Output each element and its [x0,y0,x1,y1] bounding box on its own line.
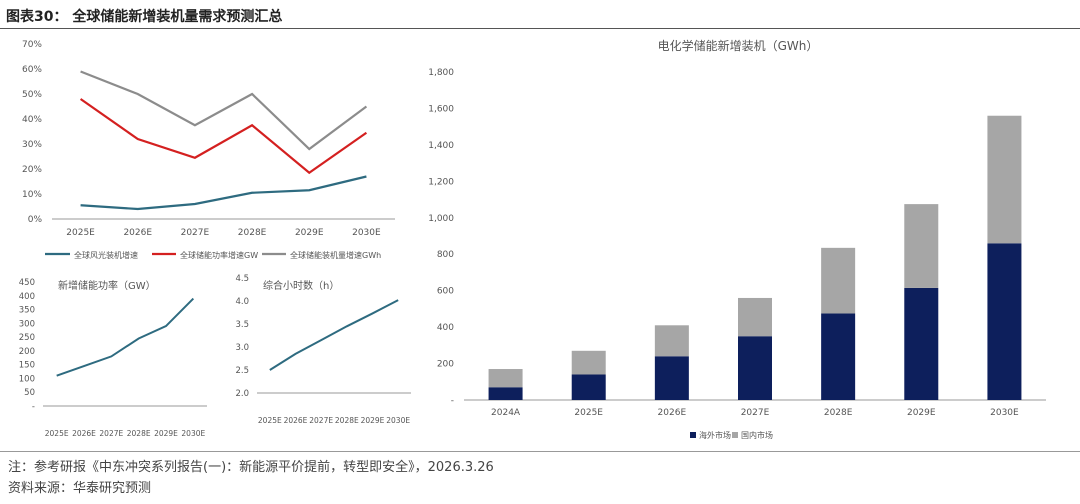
small-chart-x-tick-label: 2030E [181,429,205,438]
legend-domestic-label: 国内市场 [741,430,773,440]
storage-power-chart-title: 新增储能功率（GW） [58,279,156,292]
small-chart-y-tick-label: 4.5 [235,274,249,284]
growth-y-tick-label: 30% [22,140,42,150]
small-chart-x-tick-label: 2029E [361,416,385,425]
bar-y-tick-label: - [451,396,454,406]
small-chart-x-tick-label: 2027E [309,416,333,425]
small-chart-y-tick-label: 150 [19,361,35,371]
small-chart-y-tick-label: 400 [19,292,35,302]
growth-x-tick-label: 2029E [295,228,324,238]
bar-x-tick-label: 2030E [990,408,1019,418]
title-divider [0,28,1080,29]
footer-divider [0,451,1080,452]
bar-y-tick-label: 200 [437,360,454,370]
small-chart-y-tick-label: 4.0 [235,297,249,307]
growth-chart-legend-storage-gwh: 全球储能装机量增速GWh [290,250,381,260]
growth-x-tick-label: 2028E [238,228,267,238]
growth-chart-legend-storage-gw: 全球储能功率增速GW [180,250,258,260]
bar-segment-overseas [821,313,856,400]
growth-y-tick-label: 60% [22,65,42,75]
growth-x-tick-label: 2030E [352,228,381,238]
growth-y-tick-label: 20% [22,165,42,175]
growth-series-line [80,70,368,151]
bar-segment-domestic [488,369,523,388]
bar-x-tick-label: 2026E [658,408,687,418]
small-chart-x-tick-label: 2026E [72,429,96,438]
small-chart-series-line [56,297,195,377]
bar-y-tick-label: 600 [437,287,454,297]
storage-power-line-chart: 新增储能功率（GW） 450 400 350 300 250 200 150 100 50 - 20… [19,278,207,438]
hours-chart-title: 综合小时数（h） [263,279,339,292]
bar-x-tick-label: 2025E [574,408,603,418]
legend-domestic-swatch [732,432,738,438]
storage-capacity-bar-chart: 电化学储能新增装机（GWh） 海外市场 国内市场 1,800 1,600 1,400… [428,38,1046,440]
growth-x-tick-label: 2027E [181,228,210,238]
figure-title: 图表30： 全球储能新增装机量需求预测汇总 [6,9,283,25]
bar-x-tick-label: 2028E [824,408,853,418]
small-chart-y-tick-label: 200 [19,347,35,357]
growth-y-tick-label: 0% [28,215,43,225]
bar-y-tick-label: 800 [437,250,454,260]
growth-rate-line-chart: 全球风光装机增速 全球储能功率增速GW 全球储能装机量增速GWh 70% 60% 5… [22,40,395,260]
bar-y-tick-label: 1,000 [428,214,454,224]
small-chart-x-tick-label: 2029E [154,429,178,438]
bar-segment-domestic [571,350,606,375]
bar-y-tick-label: 1,800 [428,68,454,78]
small-chart-x-tick-label: 2027E [99,429,123,438]
small-chart-x-tick-label: 2025E [45,429,69,438]
bar-segment-overseas [904,287,939,400]
bar-chart-title: 电化学储能新增装机（GWh） [658,38,819,53]
small-chart-y-tick-label: 3.0 [235,343,249,353]
bar-segment-domestic [904,204,939,288]
footnote: 注：参考研报《中东冲突系列报告(一)：新能源平价提前，转型即安全》，2026.3… [8,460,494,475]
bar-x-tick-label: 2027E [741,408,770,418]
small-chart-y-tick-label: 3.5 [235,320,249,330]
small-chart-x-tick-label: 2028E [127,429,151,438]
bar-y-tick-label: 400 [437,323,454,333]
bar-segment-domestic [738,297,772,337]
bar-x-tick-label: 2024A [491,408,521,418]
growth-x-tick-label: 2026E [123,228,152,238]
bar-segment-overseas [488,387,523,400]
small-chart-series-line [269,299,399,371]
small-chart-x-tick-label: 2030E [386,416,410,425]
bar-y-tick-label: 1,200 [428,177,454,187]
small-chart-y-tick-label: 2.5 [235,366,249,376]
bar-y-tick-label: 1,600 [428,104,454,114]
small-chart-x-tick-label: 2028E [335,416,359,425]
small-chart-y-tick-label: 100 [19,374,35,384]
growth-chart-legend-wind-solar: 全球风光装机增速 [74,250,138,260]
legend-overseas-label: 海外市场 [699,430,731,440]
small-chart-y-tick-label: 2.0 [235,389,249,399]
growth-series-line [79,98,368,175]
bar-segment-domestic [821,247,856,314]
source-note: 资料来源：华泰研究预测 [8,481,152,496]
bar-segment-domestic [987,115,1022,244]
small-chart-y-tick-label: 300 [19,319,35,329]
bar-y-tick-label: 1,400 [428,141,454,151]
growth-series-line [80,175,367,211]
bar-segment-overseas [571,374,606,400]
small-chart-y-tick-label: 250 [19,333,35,343]
small-chart-x-tick-label: 2025E [258,416,282,425]
growth-y-tick-label: 70% [22,40,42,50]
small-chart-y-tick-label: 450 [19,278,35,288]
bar-segment-overseas [987,243,1022,400]
small-chart-x-tick-label: 2026E [284,416,308,425]
small-chart-y-tick-label: 350 [19,306,35,316]
bar-segment-overseas [738,336,772,400]
growth-y-tick-label: 50% [22,90,42,100]
small-chart-y-tick-label: - [32,402,35,412]
growth-x-tick-label: 2025E [66,228,95,238]
growth-y-tick-label: 10% [22,190,42,200]
bar-segment-overseas [654,356,689,400]
bar-segment-domestic [654,325,689,357]
legend-overseas-swatch [690,432,696,438]
growth-y-tick-label: 40% [22,115,42,125]
bar-x-tick-label: 2029E [907,408,936,418]
small-chart-y-tick-label: 50 [24,388,35,398]
